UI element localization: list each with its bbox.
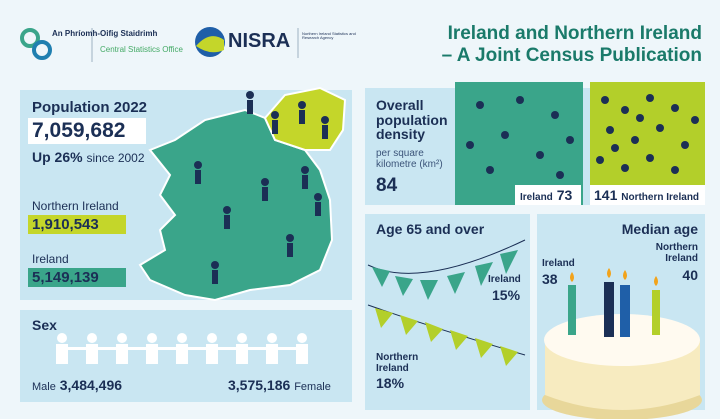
median-heading: Median age bbox=[621, 221, 698, 237]
density-overall: 84 bbox=[376, 175, 398, 196]
density-ni: 141 Northern Ireland bbox=[594, 187, 700, 203]
age65-ireland-value: 15% bbox=[492, 287, 521, 303]
ireland-label: Ireland bbox=[32, 252, 69, 266]
nisra-full: Northern Ireland Statistics and Research… bbox=[302, 31, 356, 41]
female-value: 3,575,186 bbox=[228, 377, 291, 393]
age65-ni-value: 18% bbox=[376, 375, 405, 391]
age65-heading: Age 65 and over bbox=[376, 221, 485, 237]
sex-heading: Sex bbox=[32, 317, 57, 333]
people-chain bbox=[56, 333, 308, 364]
male-label: Male bbox=[32, 381, 56, 393]
growth-note: since 2002 bbox=[86, 151, 145, 165]
female-label: Female bbox=[294, 381, 331, 393]
density-ni-value: 141 bbox=[594, 187, 618, 203]
density-unit: per square kilometre (km²) bbox=[376, 148, 443, 170]
ni-label: Northern Ireland bbox=[32, 199, 119, 213]
population-heading: Population 2022 bbox=[32, 99, 148, 116]
cso-logo bbox=[20, 28, 93, 62]
density-ireland: Ireland 73 bbox=[520, 187, 573, 203]
female: 3,575,186 Female bbox=[228, 377, 331, 393]
density-ireland-label: Ireland bbox=[520, 192, 553, 203]
map bbox=[138, 86, 347, 302]
cake bbox=[542, 268, 702, 419]
density-heading: Overall population density bbox=[376, 97, 448, 143]
bunting bbox=[367, 239, 526, 366]
age65-ireland-label: Ireland bbox=[488, 274, 521, 285]
median-ni-value: 40 bbox=[682, 267, 698, 283]
density-ireland-value: 73 bbox=[556, 187, 573, 203]
median-ireland-value: 38 bbox=[542, 271, 558, 287]
cso-english: Central Statistics Office bbox=[100, 45, 183, 54]
ireland-value: 5,149,139 bbox=[28, 268, 126, 287]
age65-panel bbox=[365, 214, 530, 410]
title-line1: Ireland and Northern Ireland bbox=[447, 23, 702, 44]
ni-value: 1,910,543 bbox=[28, 215, 126, 234]
male-value: 3,484,496 bbox=[59, 377, 123, 393]
median-ni-label: Northern Ireland bbox=[655, 242, 698, 264]
cso-irish: An Phríomh-Oifig Staidrimh bbox=[52, 29, 158, 38]
population-growth: Up 26% since 2002 bbox=[32, 149, 145, 165]
population-total: 7,059,682 bbox=[28, 118, 146, 144]
density-ni-label: Northern Ireland bbox=[621, 192, 700, 203]
age65-ni-label: Northern Ireland bbox=[376, 352, 419, 374]
nisra-logo bbox=[195, 27, 299, 58]
median-ireland-label: Ireland bbox=[542, 258, 575, 269]
male: Male 3,484,496 bbox=[32, 377, 123, 393]
growth-value: Up 26% bbox=[32, 149, 83, 165]
nisra-name: NISRA bbox=[228, 30, 291, 52]
density-images bbox=[455, 82, 705, 205]
title-line2: – A Joint Census Publication bbox=[441, 45, 702, 66]
